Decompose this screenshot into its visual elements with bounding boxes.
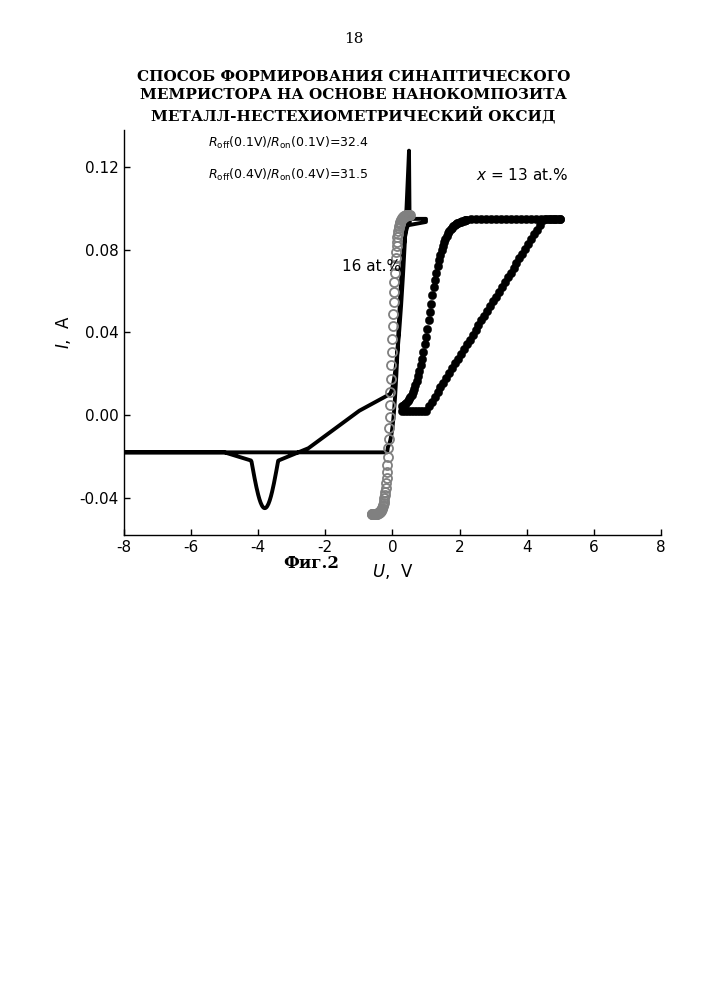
Text: СПОСОБ ФОРМИРОВАНИЯ СИНАПТИЧЕСКОГО: СПОСОБ ФОРМИРОВАНИЯ СИНАПТИЧЕСКОГО bbox=[137, 70, 570, 84]
Text: МЕМРИСТОРА НА ОСНОВЕ НАНОКОМПОЗИТА: МЕМРИСТОРА НА ОСНОВЕ НАНОКОМПОЗИТА bbox=[140, 88, 567, 102]
Text: 16 at.%: 16 at.% bbox=[342, 259, 401, 274]
Text: $x$ = 13 at.%: $x$ = 13 at.% bbox=[477, 167, 568, 183]
Text: Фиг.2: Фиг.2 bbox=[283, 555, 339, 572]
Text: $R_{\mathrm{off}}$(0.4V)/$R_{\mathrm{on}}$(0.4V)=31.5: $R_{\mathrm{off}}$(0.4V)/$R_{\mathrm{on}… bbox=[208, 167, 368, 183]
Y-axis label: $I$,  A: $I$, A bbox=[54, 316, 73, 349]
Text: 18: 18 bbox=[344, 32, 363, 46]
Text: $R_{\mathrm{off}}$(0.1V)/$R_{\mathrm{on}}$(0.1V)=32.4: $R_{\mathrm{off}}$(0.1V)/$R_{\mathrm{on}… bbox=[208, 135, 368, 151]
Text: МЕТАЛЛ-НЕСТЕХИОМЕТРИЧЕСКИЙ ОКСИД: МЕТАЛЛ-НЕСТЕХИОМЕТРИЧЕСКИЙ ОКСИД bbox=[151, 106, 556, 123]
X-axis label: $U$,  V: $U$, V bbox=[372, 562, 413, 581]
